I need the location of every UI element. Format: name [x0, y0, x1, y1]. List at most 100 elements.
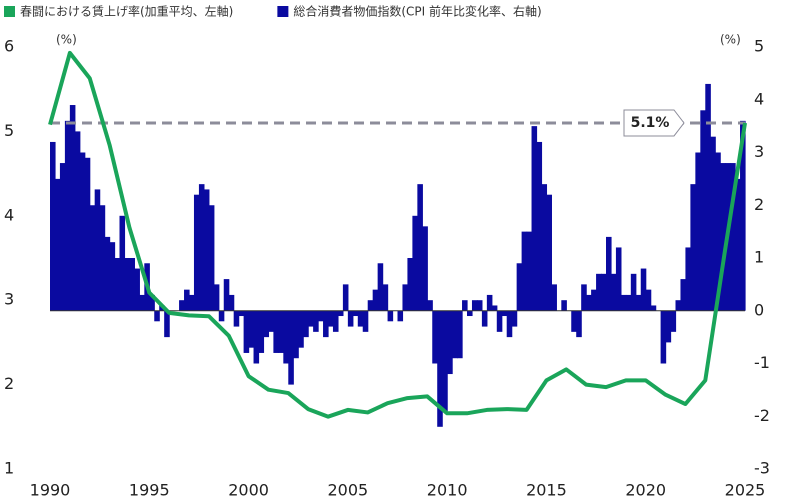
cpi-bar — [337, 310, 344, 317]
cpi-bar — [521, 231, 528, 311]
cpi-bar — [730, 163, 736, 311]
cpi-bar — [243, 310, 250, 353]
y2-tick-label: 5 — [754, 37, 764, 56]
cpi-bar — [670, 310, 677, 332]
cpi-bar — [397, 310, 404, 322]
cpi-bar — [735, 178, 741, 311]
cpi-bar — [601, 273, 607, 311]
x-tick-label: 2020 — [625, 481, 666, 500]
cpi-bar — [184, 289, 190, 311]
cpi-bar — [690, 184, 696, 311]
y-tick-label: 4 — [4, 205, 14, 224]
y2-unit: (%) — [720, 33, 741, 47]
cpi-bar — [680, 279, 687, 311]
cpi-bar — [298, 310, 304, 348]
wage-line — [48, 50, 747, 419]
cpi-bar — [248, 310, 255, 348]
cpi-bar — [218, 310, 225, 322]
cpi-bar — [332, 310, 339, 332]
cpi-bar — [79, 152, 86, 311]
cpi-bar — [347, 310, 354, 327]
cpi-bar — [362, 310, 369, 332]
cpi-bar — [526, 231, 533, 311]
cpi-bar — [119, 215, 126, 311]
cpi-bar — [318, 310, 324, 322]
cpi-bar — [139, 294, 145, 311]
y-unit: (%) — [56, 33, 77, 47]
legend-label: 総合消費者物価指数(CPI 前年比変化率、右軸) — [293, 4, 541, 19]
cpi-bar — [675, 300, 682, 311]
cpi-bar — [700, 110, 706, 311]
cpi-bar — [427, 300, 433, 311]
cpi-bar — [715, 152, 721, 311]
y-tick-label: 1 — [4, 459, 14, 478]
cpi-bar — [293, 310, 299, 359]
cpi-bar — [288, 310, 294, 385]
cpi-bar — [417, 184, 423, 311]
cpi-bar — [149, 294, 155, 311]
cpi-bar — [501, 310, 508, 317]
cpi-bar — [303, 310, 309, 338]
cpi-bar — [134, 268, 140, 311]
cpi-bar — [610, 273, 617, 311]
cpi-bar — [620, 294, 627, 311]
cpi-bar — [442, 310, 448, 411]
cpi-bar — [59, 163, 66, 311]
cpi-bar — [323, 310, 329, 338]
cpi-bar — [710, 136, 716, 311]
cpi-bar — [179, 300, 185, 311]
cpi-bar — [546, 194, 552, 311]
cpi-bar — [437, 310, 443, 427]
y-tick-label: 5 — [4, 121, 14, 140]
cpi-bar — [481, 310, 488, 327]
cpi-bar — [491, 305, 498, 311]
cpi-bar — [695, 152, 701, 311]
cpi-bar — [228, 294, 235, 311]
cpi-bar — [452, 310, 458, 359]
cpi-bar — [193, 194, 200, 311]
cpi-bar — [541, 184, 548, 311]
x-tick-label: 2010 — [427, 481, 468, 500]
x-tick-label: 2025 — [725, 481, 766, 500]
cpi-bar — [203, 189, 210, 311]
cpi-bar — [89, 205, 96, 311]
y2-tick-label: -3 — [754, 459, 770, 478]
cpi-bar — [586, 294, 592, 311]
cpi-bar — [720, 163, 726, 311]
reference-label: 5.1% — [631, 115, 670, 131]
cpi-bar — [357, 310, 364, 327]
y2-tick-label: 4 — [754, 89, 764, 108]
cpi-bar — [591, 289, 597, 311]
cpi-bar — [645, 289, 652, 311]
cpi-bar — [50, 141, 56, 311]
y2-tick-label: -2 — [754, 406, 770, 425]
cpi-bar — [740, 120, 746, 311]
cpi-bar — [630, 273, 637, 311]
cpi-bar — [506, 310, 513, 338]
cpi-bar — [596, 273, 602, 311]
cpi-bar — [94, 189, 101, 311]
cpi-bar — [457, 310, 463, 359]
cpi-bar — [576, 310, 582, 338]
cpi-bar — [581, 284, 587, 311]
cpi-bar — [531, 126, 538, 311]
cpi-bar — [571, 310, 577, 332]
cpi-bar — [486, 294, 493, 311]
y-tick-label: 2 — [4, 374, 14, 393]
cpi-bar — [74, 131, 81, 311]
cpi-bar — [635, 294, 642, 311]
cpi-bar — [447, 310, 453, 375]
cpi-bar — [551, 284, 557, 311]
cpi-bar — [198, 184, 205, 311]
cpi-bar — [69, 105, 76, 311]
cpi-bar — [223, 279, 230, 311]
cpi-bar — [476, 300, 483, 311]
cpi-bar — [129, 258, 135, 311]
cpi-bar — [387, 310, 394, 322]
cpi-bar — [313, 310, 319, 332]
cpi-bar — [124, 258, 131, 311]
cpi-bar — [412, 215, 418, 311]
x-tick-label: 2005 — [327, 481, 368, 500]
